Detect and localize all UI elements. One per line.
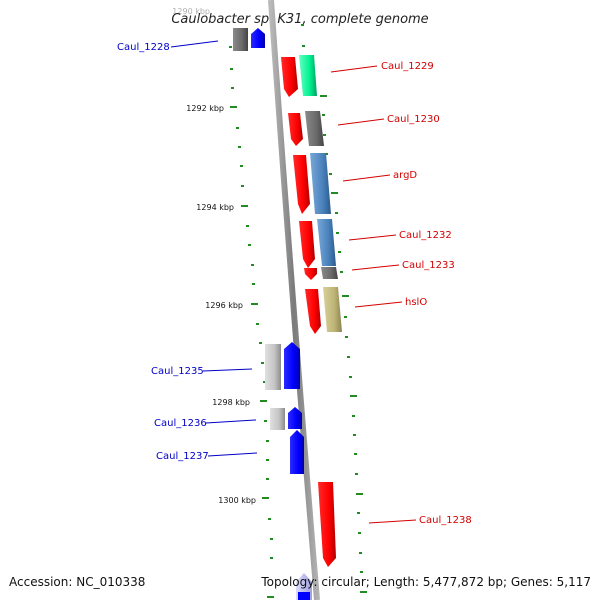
gene-caul-1237[interactable]: [290, 430, 304, 474]
scale-label: 1294 kbp: [196, 203, 234, 212]
genome-backbone: [268, 0, 320, 600]
gene-label-caul-1233[interactable]: Caul_1233: [402, 260, 455, 271]
gene-hslo[interactable]: [305, 287, 342, 334]
accession-text: Accession: NC_010338: [9, 575, 145, 589]
gene-caul-1229[interactable]: [281, 55, 317, 97]
gene-label-hslo[interactable]: hslO: [405, 297, 427, 308]
scale-label: 1298 kbp: [212, 398, 250, 407]
gene-label-caul-1232[interactable]: Caul_1232: [399, 230, 452, 241]
gene-caul-1228[interactable]: [233, 28, 265, 51]
gene-label-argd[interactable]: argD: [393, 170, 417, 181]
gene-caul-1233[interactable]: [304, 267, 338, 280]
gene-label-caul-1235[interactable]: Caul_1235: [151, 366, 204, 377]
genome-stats-text: Topology: circular; Length: 5,477,872 bp…: [260, 575, 591, 589]
gene-caul-1238[interactable]: [318, 482, 336, 567]
scale-label: 1296 kbp: [205, 301, 243, 310]
gene-caul-1235[interactable]: [265, 342, 300, 390]
gene-caul-1230[interactable]: [288, 111, 324, 146]
gene-label-caul-1238[interactable]: Caul_1238: [419, 515, 472, 526]
scale-ticks-left: [229, 46, 274, 598]
label-connectors-plus: [330, 65, 417, 524]
scale-ticks-right: [301, 24, 367, 593]
scale-label: 1292 kbp: [186, 104, 224, 113]
scale-label: 1300 kbp: [218, 496, 256, 505]
map-title: Caulobacter sp. K31, complete genome: [171, 12, 428, 27]
gene-caul-1232[interactable]: [299, 219, 336, 268]
scale-label: 1290 kbp: [172, 7, 210, 16]
label-connectors-minus: [170, 40, 258, 457]
gene-label-caul-1228[interactable]: Caul_1228: [117, 42, 170, 53]
gene-label-caul-1230[interactable]: Caul_1230: [387, 114, 440, 125]
gene-label-caul-1229[interactable]: Caul_1229: [381, 61, 434, 72]
gene-label-caul-1236[interactable]: Caul_1236: [154, 418, 207, 429]
gene-caul-1236[interactable]: [270, 407, 302, 430]
gene-bottom-partial[interactable]: [296, 573, 312, 600]
gene-label-caul-1237[interactable]: Caul_1237: [156, 451, 209, 462]
gene-argd[interactable]: [293, 153, 331, 214]
